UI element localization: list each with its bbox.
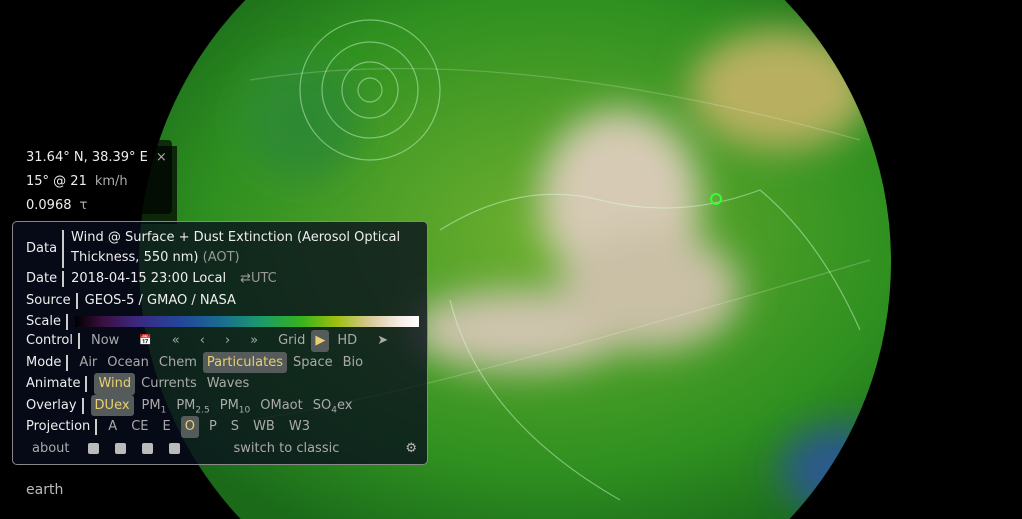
projection-s[interactable]: S	[230, 419, 240, 434]
overlay-pm25[interactable]: PM2.5	[176, 397, 210, 416]
about-link[interactable]: about	[32, 440, 70, 456]
spot-coords: 31.64° N, 38.39° E	[26, 150, 148, 165]
control-label: Control	[26, 333, 80, 349]
mode-ocean[interactable]: Ocean	[107, 354, 149, 370]
mode-label: Mode	[26, 354, 69, 371]
mode-air[interactable]: Air	[79, 354, 98, 370]
projection-o[interactable]: O	[180, 416, 199, 438]
menu-panel: Data Wind @ Surface + Dust Extinction (A…	[12, 221, 428, 465]
location-marker	[710, 193, 722, 205]
app-brand[interactable]: earth	[26, 482, 64, 498]
projection-w3[interactable]: W3	[288, 419, 310, 434]
data-label: Data	[26, 230, 65, 268]
youtube-icon[interactable]	[141, 442, 153, 454]
overlay-omaot[interactable]: OMaot	[260, 397, 303, 413]
forward-far-button[interactable]: »	[250, 333, 259, 348]
projection-e[interactable]: E	[162, 419, 171, 434]
now-button[interactable]: Now	[91, 333, 120, 348]
data-description: Wind @ Surface + Dust Extinction (Aeroso…	[71, 230, 401, 245]
mode-bio[interactable]: Bio	[342, 354, 364, 370]
calendar-icon[interactable]: 📅	[139, 335, 152, 346]
play-icon[interactable]: ▶	[311, 330, 330, 352]
spot-readout: 31.64° N, 38.39° E × 15° @ 21 km/h 0.0968 τ	[26, 146, 177, 224]
forward-button[interactable]: ›	[224, 333, 231, 348]
overlay-duex[interactable]: DUex	[90, 394, 134, 416]
location-icon[interactable]: ➤	[377, 333, 389, 348]
animate-wind[interactable]: Wind	[94, 373, 136, 395]
grid-button[interactable]: Grid	[278, 333, 306, 348]
animate-label: Animate	[26, 376, 88, 392]
instagram-icon[interactable]	[168, 442, 180, 454]
projection-wb[interactable]: WB	[253, 419, 275, 434]
back-far-button[interactable]: «	[171, 333, 180, 348]
source-label: Source	[26, 292, 78, 309]
overlay-pm1[interactable]: PM1	[141, 397, 167, 416]
scale-label: Scale	[26, 314, 68, 330]
date-label: Date	[26, 271, 65, 287]
spot-value: 0.0968	[26, 198, 72, 213]
mode-particulates[interactable]: Particulates	[202, 351, 287, 373]
date-value[interactable]: 2018-04-15 23:00 Local	[71, 271, 227, 286]
color-scale[interactable]	[74, 316, 419, 327]
projection-label: Projection	[26, 419, 98, 435]
value-unit[interactable]: τ	[79, 198, 88, 213]
facebook-icon[interactable]	[87, 442, 99, 454]
projection-a[interactable]: A	[108, 419, 118, 434]
close-icon[interactable]: ×	[155, 150, 167, 165]
settings-gear-icon[interactable]: ⚙	[405, 440, 418, 456]
back-button[interactable]: ‹	[199, 333, 205, 348]
projection-ce[interactable]: CE	[131, 419, 149, 434]
overlay-pm10[interactable]: PM10	[219, 397, 251, 416]
overlay-so4ex[interactable]: SO4ex	[312, 397, 353, 416]
data-abbr: (AOT)	[202, 250, 240, 265]
overlay-label: Overlay	[26, 397, 84, 414]
source-value: GEOS-5 / GMAO / NASA	[84, 292, 236, 308]
twitter-icon[interactable]	[114, 442, 126, 454]
animate-currents[interactable]: Currents	[141, 376, 197, 391]
wind-unit[interactable]: km/h	[94, 174, 128, 189]
animate-waves[interactable]: Waves	[206, 376, 250, 391]
data-description-2: Thickness, 550 nm)	[71, 250, 199, 265]
switch-to-classic-link[interactable]: switch to classic	[233, 440, 340, 456]
hd-button[interactable]: HD	[337, 333, 358, 348]
projection-p[interactable]: P	[208, 419, 217, 434]
mode-chem[interactable]: Chem	[158, 354, 197, 370]
mode-space[interactable]: Space	[292, 354, 333, 370]
spot-wind: 15° @ 21	[26, 174, 87, 189]
utc-toggle[interactable]: ⇄UTC	[240, 271, 277, 286]
